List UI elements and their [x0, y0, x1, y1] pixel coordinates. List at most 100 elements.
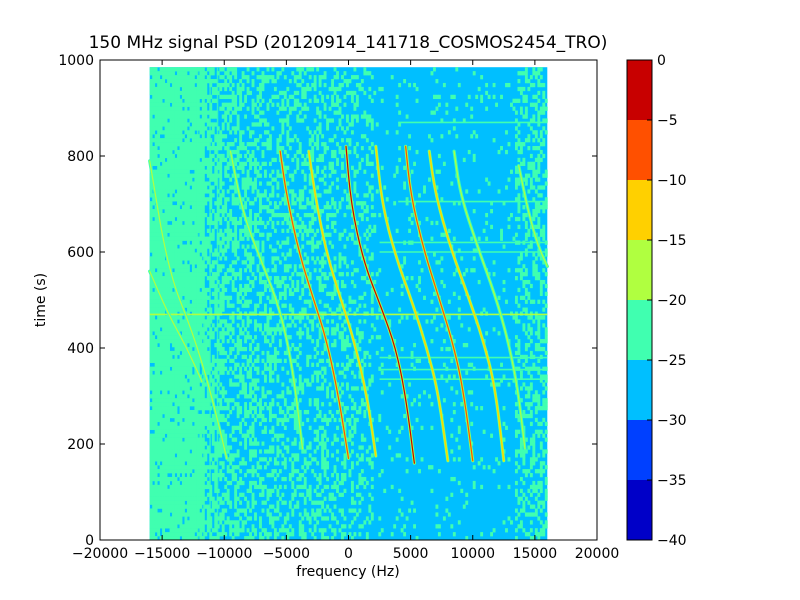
- heatmap-cell: [206, 138, 210, 143]
- heatmap-cell: [149, 130, 153, 135]
- heatmap-cell: [199, 406, 203, 411]
- heatmap-cell: [191, 126, 195, 131]
- heatmap-cell: [231, 315, 235, 320]
- heatmap-cell: [149, 287, 153, 293]
- heatmap-cell: [298, 71, 302, 76]
- heatmap-cell: [281, 421, 285, 427]
- heatmap-cell: [321, 264, 325, 269]
- heatmap-cell: [182, 134, 185, 139]
- heatmap-cell: [244, 291, 248, 297]
- heatmap-cell: [306, 335, 310, 340]
- heatmap-cell: [182, 157, 185, 163]
- heatmap-cell: [470, 390, 474, 395]
- heatmap-cell: [358, 161, 362, 166]
- heatmap-cell: [177, 390, 180, 395]
- heatmap-cell: [467, 149, 471, 155]
- heatmap-cell: [249, 425, 252, 430]
- heatmap-cell: [204, 421, 208, 427]
- heatmap-cell: [229, 209, 233, 214]
- heatmap-cell: [184, 291, 188, 297]
- heatmap-cell: [333, 134, 337, 139]
- heatmap-cell: [191, 201, 195, 206]
- heatmap-cell: [211, 209, 215, 214]
- heatmap-cell: [204, 319, 208, 324]
- heatmap-cell: [182, 268, 185, 273]
- heatmap-cell: [152, 102, 156, 107]
- heatmap-cell: [348, 122, 352, 127]
- heatmap-cell: [318, 386, 322, 391]
- heatmap-cell: [365, 279, 369, 285]
- heatmap-cell: [179, 185, 183, 190]
- heatmap-cell: [254, 102, 257, 107]
- heatmap-cell: [167, 205, 170, 210]
- heatmap-cell: [174, 228, 178, 233]
- heatmap-cell: [259, 409, 262, 415]
- heatmap-cell: [318, 240, 322, 245]
- heatmap-cell: [149, 425, 153, 430]
- heatmap-cell: [206, 350, 210, 356]
- heatmap-cell: [336, 409, 339, 415]
- heatmap-cell: [214, 98, 218, 103]
- heatmap-cell: [179, 75, 183, 80]
- heatmap-cell: [174, 402, 178, 407]
- heatmap-cell: [249, 402, 252, 407]
- heatmap-cell: [164, 279, 168, 285]
- heatmap-cell: [224, 248, 228, 253]
- heatmap-cell: [249, 224, 252, 230]
- heatmap-cell: [184, 279, 188, 285]
- heatmap-cell: [177, 374, 180, 379]
- heatmap-cell: [266, 122, 270, 127]
- heatmap-cell: [331, 79, 334, 84]
- heatmap-cell: [219, 134, 223, 139]
- heatmap-cell: [512, 378, 516, 383]
- heatmap-cell: [246, 181, 250, 186]
- heatmap-cell: [157, 370, 161, 375]
- heatmap-cell: [254, 335, 257, 340]
- heatmap-cell: [519, 295, 523, 300]
- heatmap-cell: [259, 118, 262, 123]
- heatmap-cell: [318, 413, 322, 419]
- heatmap-cell: [278, 106, 282, 111]
- heatmap-cell: [204, 212, 208, 218]
- heatmap-cell: [214, 421, 218, 427]
- heatmap-cell: [539, 232, 543, 237]
- heatmap-cell: [186, 327, 190, 332]
- heatmap-cell: [177, 339, 180, 344]
- heatmap-cell: [214, 366, 218, 371]
- heatmap-cell: [517, 138, 521, 143]
- heatmap-cell: [174, 106, 178, 111]
- heatmap-cell: [273, 331, 277, 336]
- heatmap-cell: [331, 161, 334, 166]
- heatmap-cell: [172, 153, 175, 159]
- heatmap-cell: [182, 232, 185, 237]
- heatmap-cell: [537, 71, 541, 76]
- heatmap-cell: [189, 287, 193, 293]
- heatmap-cell: [204, 86, 208, 92]
- heatmap-cell: [194, 260, 198, 265]
- heatmap-cell: [251, 398, 255, 403]
- heatmap-cell: [199, 193, 203, 198]
- heatmap-cell: [497, 331, 501, 336]
- heatmap-cell: [199, 142, 203, 147]
- heatmap-cell: [306, 161, 310, 166]
- heatmap-cell: [517, 209, 521, 214]
- heatmap-cell: [303, 114, 307, 119]
- heatmap-cell: [221, 362, 225, 367]
- heatmap-cell: [149, 295, 153, 300]
- heatmap-cell: [313, 417, 317, 423]
- heatmap-cell: [288, 406, 292, 411]
- heatmap-cell: [221, 319, 225, 324]
- heatmap-cell: [226, 161, 230, 166]
- heatmap-cell: [204, 142, 208, 147]
- heatmap-cell: [159, 343, 163, 348]
- heatmap-cell: [296, 102, 300, 107]
- heatmap-cell: [206, 197, 210, 202]
- heatmap-cell: [182, 142, 185, 147]
- heatmap-cell: [177, 394, 180, 399]
- heatmap-cell: [149, 232, 153, 237]
- heatmap-cell: [162, 173, 166, 178]
- heatmap-cell: [174, 122, 178, 127]
- heatmap-cell: [244, 327, 248, 332]
- heatmap-cell: [162, 264, 166, 269]
- heatmap-cell: [164, 224, 168, 230]
